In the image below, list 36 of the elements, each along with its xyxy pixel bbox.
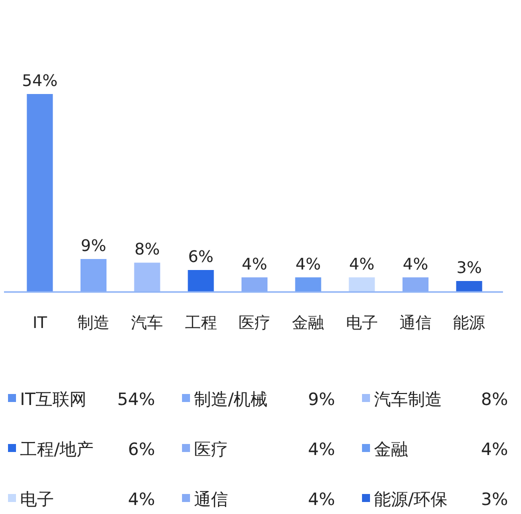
text: 54%: [117, 390, 155, 410]
legend-label: IT互联网: [20, 390, 86, 410]
legend-label: 汽车制造: [374, 390, 442, 410]
legend-label: 制造/机械: [194, 390, 268, 410]
legend-label: 能源/环保: [374, 490, 448, 510]
legend-label: 医疗: [194, 440, 228, 460]
text: 9%: [308, 390, 335, 410]
x-tick-label: 金融: [292, 313, 324, 332]
data-label: 4%: [242, 254, 268, 274]
text: 8%: [481, 390, 508, 410]
text: 6%: [128, 440, 155, 460]
x-tick-label: 通信: [400, 313, 432, 332]
data-label: 9%: [80, 236, 106, 255]
legend-label: 通信: [194, 490, 228, 510]
x-tick-label: 能源: [453, 313, 486, 332]
data-label: 3%: [456, 258, 482, 277]
x-tick-label: 工程: [184, 313, 217, 332]
text: 4%: [128, 490, 155, 510]
x-tick-label: 制造: [78, 313, 110, 332]
text: 4%: [308, 490, 335, 510]
text: 3%: [481, 490, 508, 510]
legend-label: 金融: [374, 440, 408, 460]
x-tick-label: 汽车: [131, 313, 164, 332]
data-label: 6%: [188, 247, 214, 266]
legend-label: 电子: [20, 490, 54, 510]
x-tick-label: IT: [32, 313, 48, 332]
text: 4%: [481, 440, 508, 460]
data-label: 54%: [22, 71, 58, 90]
x-tick-label: 电子: [346, 313, 378, 332]
x-tick-label: 医疗: [238, 313, 270, 332]
data-label: 4%: [349, 254, 375, 274]
data-label: 4%: [402, 254, 428, 274]
data-label: 8%: [134, 240, 160, 259]
data-label: 4%: [295, 254, 321, 274]
legend-label: 工程/地产: [20, 440, 94, 460]
text: 4%: [308, 440, 335, 460]
